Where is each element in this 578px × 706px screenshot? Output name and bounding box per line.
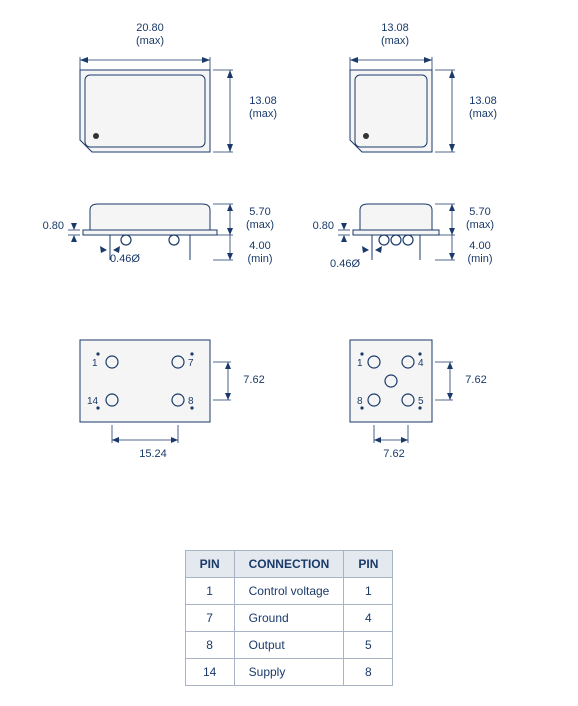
- small-bottom-view: 1 4 8 5: [340, 330, 540, 470]
- pin-connection-table: PIN CONNECTION PIN 1 Control voltage 1 7…: [185, 550, 394, 686]
- table-row: 8 Output 5: [185, 632, 393, 659]
- large-side-flange: 0.80: [28, 220, 64, 233]
- large-side-bodyh: 5.70(max): [238, 206, 282, 232]
- mechanical-drawings: 20.80(max) 13.08(max) 13.08(max) 13.08(m…: [20, 20, 558, 540]
- large-bottom-ypitch: 7.62: [234, 374, 274, 387]
- col-pin-right: PIN: [344, 551, 393, 578]
- svg-text:4: 4: [418, 358, 424, 369]
- large-side-leaddia: 0.46Ø: [100, 253, 150, 266]
- svg-text:1: 1: [357, 358, 363, 369]
- table-row: 7 Ground 4: [185, 605, 393, 632]
- svg-text:8: 8: [188, 396, 194, 407]
- small-side-leaddia: 0.46Ø: [316, 258, 360, 271]
- small-bottom-xpitch: 7.62: [374, 448, 414, 461]
- small-top-height-label: 13.08(max): [458, 95, 508, 121]
- svg-text:5: 5: [418, 396, 424, 407]
- col-connection: CONNECTION: [234, 551, 344, 578]
- large-top-width-label: 20.80(max): [120, 22, 180, 48]
- large-bottom-view: 1 7 14 8: [70, 330, 290, 470]
- small-side-leadlen: 4.00(min): [458, 240, 502, 266]
- svg-text:8: 8: [357, 396, 363, 407]
- small-top-width-label: 13.08(max): [365, 22, 425, 48]
- svg-text:7: 7: [188, 358, 194, 369]
- large-bottom-xpitch: 15.24: [128, 448, 178, 461]
- small-side-bodyh: 5.70(max): [458, 206, 502, 232]
- table-row: 1 Control voltage 1: [185, 578, 393, 605]
- svg-text:14: 14: [87, 396, 99, 407]
- small-side-flange: 0.80: [298, 220, 334, 233]
- small-side-view: [320, 200, 550, 300]
- small-bottom-ypitch: 7.62: [456, 374, 496, 387]
- table-row: 14 Supply 8: [185, 659, 393, 686]
- large-side-leadlen: 4.00(min): [238, 240, 282, 266]
- svg-text:1: 1: [92, 358, 98, 369]
- large-top-height-label: 13.08(max): [238, 95, 288, 121]
- col-pin-left: PIN: [185, 551, 234, 578]
